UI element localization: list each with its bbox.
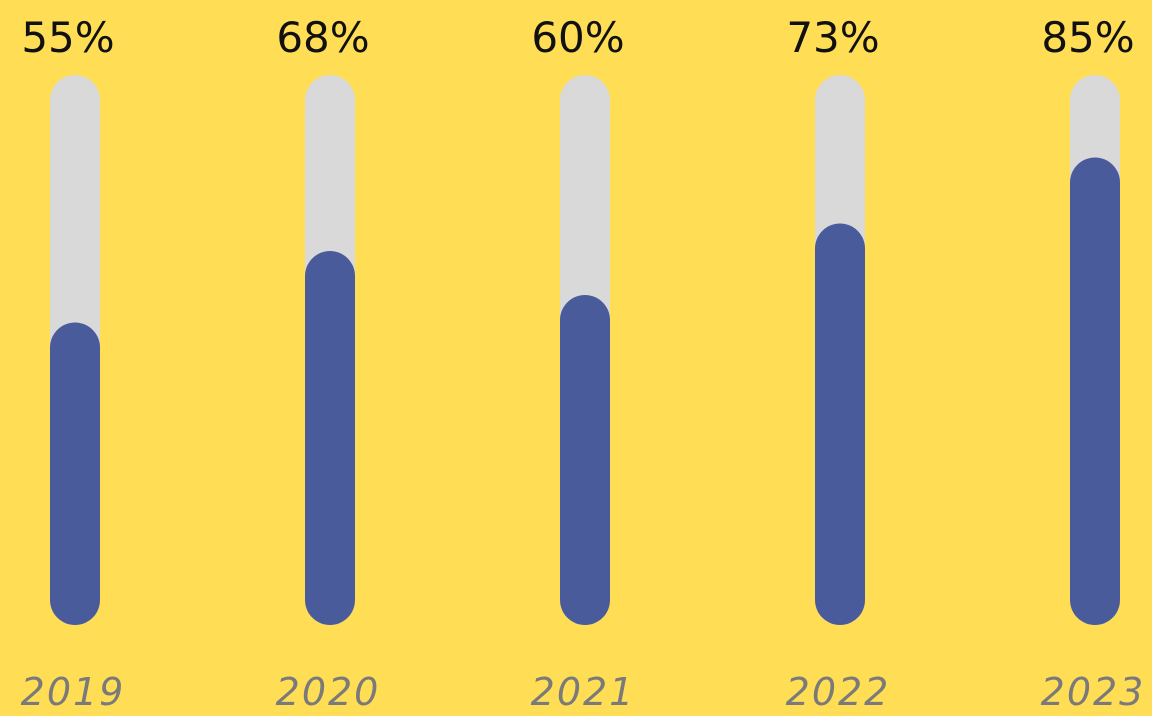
value-label-2023: 85% (1041, 13, 1134, 62)
value-label-2019: 55% (21, 13, 114, 62)
bar-fill-2021 (560, 295, 610, 625)
value-label-2022: 73% (786, 13, 879, 62)
bar-fill-2023 (1070, 157, 1120, 625)
bar-fill-2022 (815, 223, 865, 625)
year-label-2021: 2021 (531, 670, 636, 714)
bar-fill-2020 (305, 251, 355, 625)
year-label-2020: 2020 (276, 670, 381, 714)
year-label-2022: 2022 (786, 670, 891, 714)
year-label-2023: 2023 (1041, 670, 1146, 714)
value-label-2020: 68% (276, 13, 369, 62)
value-label-2021: 60% (531, 13, 624, 62)
bar-fill-2019 (50, 322, 100, 625)
year-label-2019: 2019 (21, 670, 126, 714)
